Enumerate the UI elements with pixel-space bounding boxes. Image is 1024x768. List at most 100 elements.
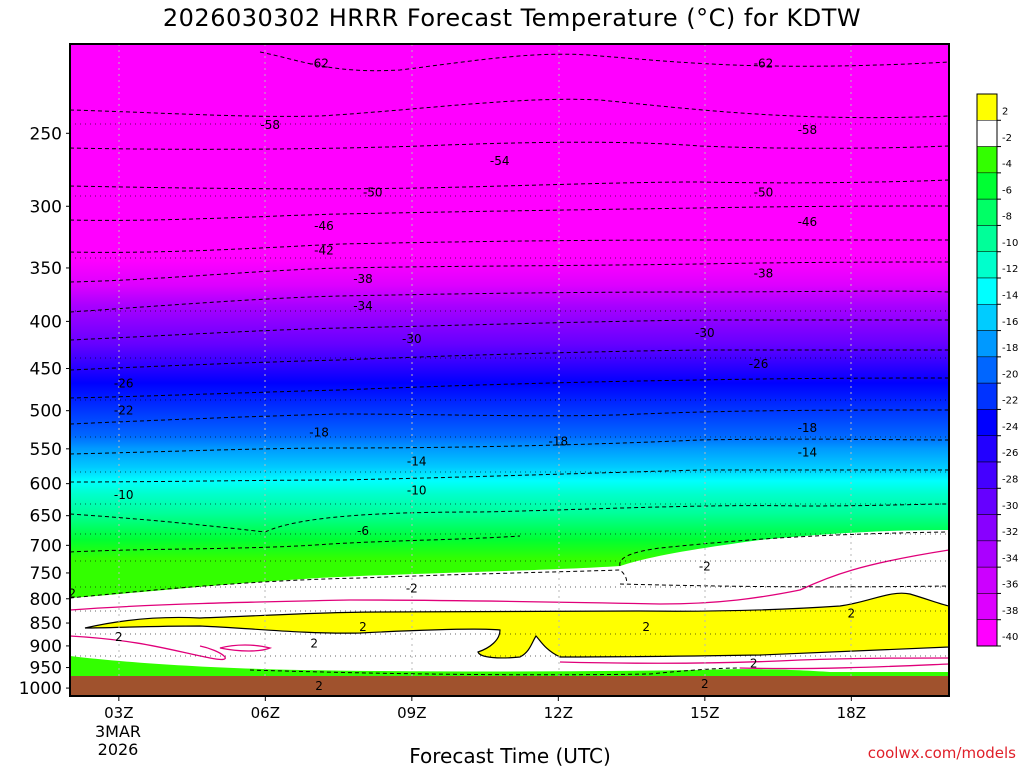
y-tick-label: 450: [30, 360, 62, 380]
contour-label: -30: [695, 326, 715, 340]
contour-label: -2: [64, 587, 76, 601]
colorbar-swatch: [976, 146, 998, 174]
colorbar-swatch: [976, 120, 998, 147]
colorbar-swatch: [976, 304, 998, 331]
contour-label: -26: [749, 357, 769, 371]
contour-label: -58: [798, 123, 818, 137]
contour-label: -18: [309, 425, 329, 439]
contour-label: -34: [353, 299, 373, 313]
colorbar-swatch: [976, 251, 998, 279]
contour-label: 2: [359, 620, 367, 634]
contour-label: -10: [407, 483, 427, 497]
contour-label: 2: [315, 679, 323, 693]
contour-label: -22: [114, 404, 134, 418]
contour-label: -26: [114, 376, 134, 390]
contour-label: -18: [798, 421, 818, 435]
colorbar-swatch: [976, 514, 998, 542]
colorbar-swatch: [976, 93, 998, 121]
contour-label: -38: [754, 267, 774, 281]
contour-label: 2: [642, 620, 650, 634]
colorbar-swatch: [976, 566, 998, 594]
colorbar-frame: [976, 93, 998, 647]
chart-title: 2026030302 HRRR Forecast Temperature (°C…: [162, 4, 862, 32]
contour-label: -46: [798, 215, 818, 229]
contour-label: 2: [750, 656, 758, 670]
colorbar-swatch: [976, 593, 998, 620]
y-tick-label: 250: [30, 124, 62, 144]
surface-green: [70, 656, 949, 678]
freezing-contours: [70, 549, 949, 670]
contour-label: 2: [115, 630, 123, 644]
y-tick-label: 850: [30, 614, 62, 634]
colorbar-label: -22: [1002, 396, 1018, 407]
contour-label: 2: [848, 607, 856, 621]
source-credit: coolwx.com/models: [867, 744, 1016, 762]
x-tick-label: 18Z: [837, 704, 866, 722]
y-tick-label: 700: [30, 536, 62, 556]
colorbar-label: -36: [1002, 580, 1018, 591]
colorbar: 2 -2 -4 -6 -8 -10 -12 -14 -16 -18 -20 -22 -24 -26 -28 -…: [976, 93, 1018, 647]
y-tick-label: 950: [30, 659, 62, 679]
colorbar-swatch: [976, 409, 998, 436]
colorbar-label: -26: [1002, 448, 1018, 459]
colorbar-label: -16: [1002, 317, 1018, 328]
colorbar-label: -18: [1002, 343, 1018, 354]
colorbar-label: -24: [1002, 422, 1018, 433]
colorbar-label: -30: [1002, 501, 1018, 512]
plot-frame: [69, 43, 950, 697]
plot-area: -62 -62-58 -58-54-50 -50-46 -46-42-38 -38-34-…: [64, 44, 949, 696]
contour-label: -30: [402, 332, 422, 346]
colorbar-swatch: [976, 488, 998, 515]
contour-label: -46: [314, 219, 334, 233]
colorbar-label: -2: [1002, 133, 1012, 144]
contour-label: -18: [549, 434, 569, 448]
contour-label: -50: [363, 186, 383, 200]
surface-ground: [70, 676, 949, 696]
colorbar-label: -38: [1002, 606, 1018, 617]
date-label-day: 3MAR: [94, 722, 142, 741]
colorbar-swatch: [976, 277, 998, 305]
x-tick-label: 15Z: [690, 704, 719, 722]
y-tick-label: 400: [30, 312, 62, 332]
colorbar-swatch: [976, 172, 998, 200]
contour-label: -38: [353, 272, 373, 286]
contour-label: 2: [701, 677, 709, 691]
colorbar-label: -20: [1002, 369, 1018, 380]
colorbar-swatch: [976, 198, 998, 226]
colorbar-label: -12: [1002, 264, 1018, 275]
x-tick-label: 03Z: [104, 704, 133, 722]
contour-label: -42: [314, 243, 334, 257]
colorbar-swatch: [976, 435, 998, 463]
colorbar-label: -32: [1002, 527, 1018, 538]
contour-label: 2: [310, 637, 318, 651]
colorbar-label: -8: [1002, 212, 1012, 223]
y-tick-label: 600: [30, 475, 62, 495]
contour-label: -14: [798, 445, 818, 459]
contour-label: -10: [114, 488, 134, 502]
colorbar-label: 2: [1002, 107, 1008, 118]
contour-label: -58: [260, 118, 280, 132]
contour-label: -62: [309, 57, 329, 71]
x-tick-label: 09Z: [397, 704, 426, 722]
contour-label: -6: [357, 524, 369, 538]
warm-layer: [84, 592, 949, 659]
colorbar-swatch: [976, 619, 998, 647]
y-tick-label: 750: [30, 564, 62, 584]
y-tick-label: 300: [30, 197, 62, 217]
colorbar-label: -28: [1002, 475, 1018, 486]
colorbar-label: -34: [1002, 553, 1018, 564]
contour-labels: -62 -62-58 -58-54-50 -50-46 -46-42-38 -38-34-…: [64, 57, 856, 694]
y-tick-label: 1000: [19, 679, 62, 699]
isotherm-contours: [70, 51, 949, 676]
colorbar-swatch: [976, 225, 998, 252]
x-axis: 03Z 06Z 09Z 12Z 15Z 18Z: [104, 696, 866, 722]
colorbar-label: -40: [1002, 632, 1018, 643]
colorbar-swatch: [976, 356, 998, 384]
date-label-year: 2026: [97, 740, 139, 759]
colorbar-label: -10: [1002, 238, 1018, 249]
y-tick-label: 900: [30, 637, 62, 657]
colorbar-label: -14: [1002, 291, 1018, 302]
x-tick-label: 06Z: [251, 704, 280, 722]
colorbar-swatch: [976, 382, 998, 410]
